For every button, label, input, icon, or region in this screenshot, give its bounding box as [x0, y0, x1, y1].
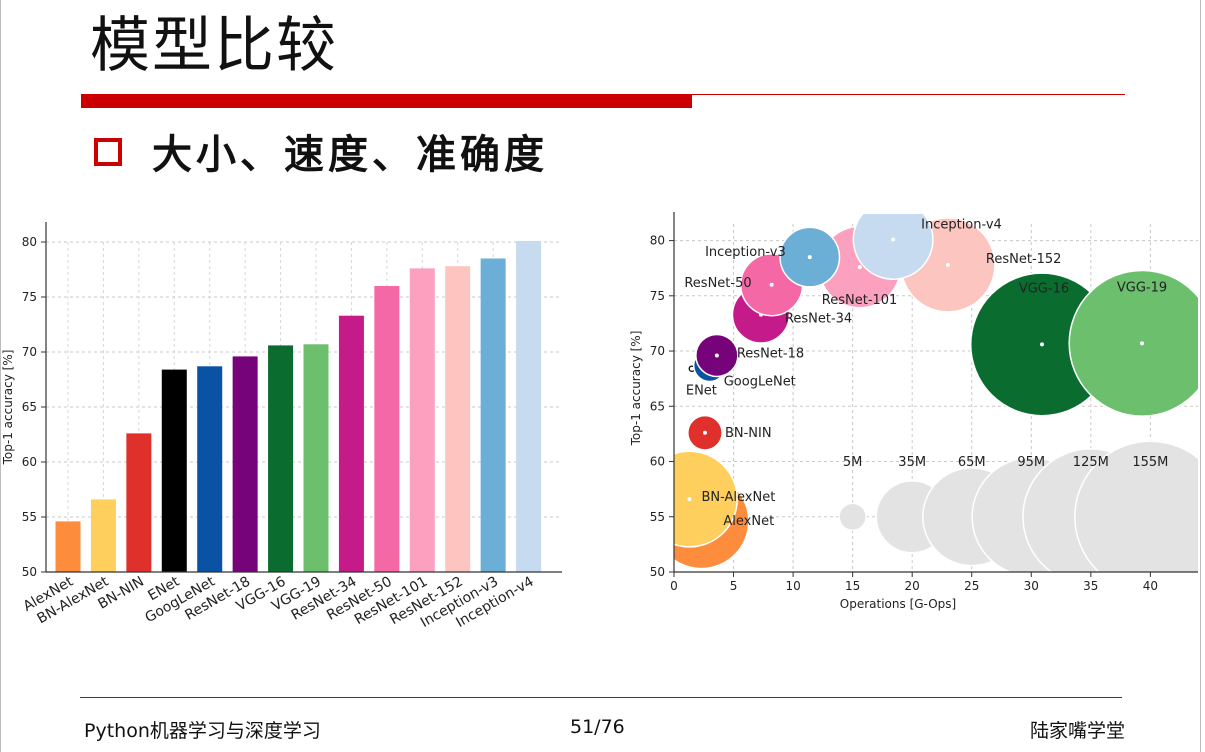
bar-inception-v3: [480, 258, 506, 572]
size-legend-bubble-5m: [838, 502, 867, 532]
bubble-ytick-label-50: 50: [650, 565, 665, 579]
bubble-center-bn-alexnet: [687, 497, 692, 502]
bubble-center-vgg-19: [1140, 341, 1145, 346]
bubble-xtick-label-0: 0: [670, 579, 678, 593]
footer-rule: [80, 697, 1122, 698]
size-legend-label-65m: 65M: [958, 455, 986, 470]
bubble-center-bn-nin: [702, 430, 707, 435]
bubble-label-inception-v3: Inception-v3: [705, 245, 786, 260]
bubble-center-resnet-18: [714, 353, 719, 358]
bubble-label-resnet-101: ResNet-101: [822, 293, 898, 308]
bar-ytick-label-65: 65: [22, 400, 37, 414]
footer-organization: 陆家嘴学堂: [1030, 720, 1126, 742]
accuracy-vs-ops-bubble-chart: 50 55 60 65 70 75 80 0 5 10 15 20 25 30 35 40 5M 35M 65M 95…: [629, 212, 1198, 611]
bubble-center-resnet-50: [769, 282, 774, 287]
bar-bn-nin: [126, 433, 152, 572]
bubble-label-bn-alexnet: BN-AlexNet: [701, 490, 775, 505]
bubble-label-googlenet: GoogLeNet: [724, 374, 796, 389]
bubble-ytick-label-55: 55: [650, 510, 665, 524]
bubble-label-alexnet: AlexNet: [723, 514, 774, 529]
bullet-text: 大小、速度、准确度: [152, 131, 548, 178]
size-legend-bubble-155m: [1074, 440, 1198, 572]
bubble-vgg-19: [1068, 269, 1198, 417]
bubble-center-vgg-16: [1039, 342, 1044, 347]
bubble-xtick-label-15: 15: [845, 579, 860, 593]
bar-resnet-152: [445, 266, 471, 572]
bubble-label-bn-nin: BN-NIN: [725, 426, 772, 441]
bubble-label-resnet-50: ResNet-50: [684, 276, 751, 291]
bubble-x-axis-label: Operations [G-Ops]: [840, 597, 956, 611]
bar-resnet-34: [338, 315, 364, 572]
bar-y-axis-label: Top-1 accuracy [%]: [1, 350, 15, 466]
bar-ytick-label-55: 55: [22, 510, 37, 524]
bubble-ytick-label-75: 75: [650, 289, 665, 303]
title-underline-thick: [81, 94, 692, 108]
bubble-center-resnet-101: [857, 265, 862, 270]
bar-vgg-19: [303, 344, 329, 572]
bar-ytick-label-60: 60: [22, 455, 37, 469]
bubble-xtick-label-30: 30: [1024, 579, 1039, 593]
bubble-label-inception-v4: Inception-v4: [921, 217, 1002, 232]
bar-ytick-label-70: 70: [22, 345, 37, 359]
bubble-label-resnet-152: ResNet-152: [986, 252, 1062, 267]
bar-googlenet: [197, 366, 223, 572]
bar-resnet-101: [409, 268, 435, 572]
bar-enet: [161, 369, 187, 572]
size-legend-label-35m: 35M: [898, 455, 926, 470]
size-legend-label-95m: 95M: [1017, 455, 1045, 470]
slide-title: 模型比较: [90, 11, 338, 81]
bubble-xtick-label-10: 10: [785, 579, 800, 593]
bar-ytick-label-75: 75: [22, 290, 37, 304]
bubble-xtick-label-25: 25: [964, 579, 979, 593]
bubble-label-resnet-34: ResNet-34: [785, 312, 852, 327]
bubble-center-resnet-152: [945, 262, 950, 267]
footer-page-number: 51/76: [570, 716, 625, 738]
bubble-ytick-label-70: 70: [650, 344, 665, 358]
slide-left-edge: [0, 0, 1, 752]
bullet-square-icon: [94, 138, 122, 166]
bubble-inception-v4: [852, 214, 934, 280]
accuracy-bar-chart: 50556065707580AlexNetBN-AlexNetBN-NINENe…: [1, 222, 562, 631]
slide-right-edge: [1200, 0, 1201, 752]
size-legend-label-5m: 5M: [843, 455, 863, 470]
bubble-center-inception-v4: [891, 237, 896, 242]
bubble-center-enet: [689, 366, 694, 371]
bubble-ytick-label-60: 60: [650, 455, 665, 469]
size-legend-label-155m: 155M: [1132, 455, 1168, 470]
bubble-plot-area: [674, 214, 1198, 572]
bubble-xtick-label-35: 35: [1083, 579, 1098, 593]
bar-vgg-16: [268, 345, 294, 572]
bubble-label-vgg-19: VGG-19: [1117, 280, 1167, 295]
bar-ytick-label-80: 80: [22, 235, 37, 249]
bubble-xtick-label-5: 5: [730, 579, 738, 593]
bubble-ytick-label-65: 65: [650, 399, 665, 413]
bubble-label-resnet-18: ResNet-18: [737, 346, 804, 361]
bubble-y-axis-label: Top-1 accuracy [%]: [629, 331, 643, 447]
bubble-label-enet: ENet: [686, 384, 717, 399]
bubble-ytick-label-80: 80: [650, 234, 665, 248]
size-legend-label-125m: 125M: [1073, 455, 1109, 470]
bubble-xtick-label-40: 40: [1143, 579, 1158, 593]
bar-resnet-18: [232, 356, 258, 572]
bubble-center-inception-v3: [807, 255, 812, 260]
bar-resnet-50: [374, 286, 400, 572]
bubble-bn-alexnet: [674, 450, 738, 548]
bar-alexnet: [55, 521, 81, 572]
footer-course-name: Python机器学习与深度学习: [84, 720, 321, 742]
title-underline-thin: [692, 94, 1125, 95]
bar-bn-alexnet: [90, 499, 116, 572]
bar-ytick-label-50: 50: [22, 565, 37, 579]
bar-inception-v4: [516, 240, 542, 572]
bubble-xtick-label-20: 20: [905, 579, 920, 593]
bubble-label-vgg-16: VGG-16: [1019, 281, 1069, 296]
